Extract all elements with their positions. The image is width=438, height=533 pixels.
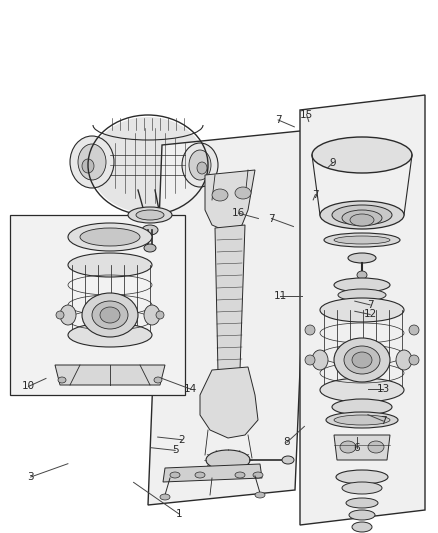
- Text: 11: 11: [274, 291, 287, 301]
- Text: 7: 7: [275, 115, 282, 125]
- Text: 9: 9: [329, 158, 336, 167]
- Ellipse shape: [80, 228, 140, 246]
- Ellipse shape: [154, 377, 162, 383]
- Ellipse shape: [197, 162, 207, 174]
- Ellipse shape: [324, 233, 400, 247]
- Ellipse shape: [320, 298, 404, 322]
- Ellipse shape: [68, 323, 152, 347]
- Ellipse shape: [352, 522, 372, 532]
- Ellipse shape: [92, 301, 128, 329]
- Ellipse shape: [344, 346, 380, 374]
- Ellipse shape: [82, 159, 94, 173]
- Ellipse shape: [68, 223, 152, 251]
- Polygon shape: [148, 130, 310, 505]
- Ellipse shape: [342, 210, 382, 226]
- Polygon shape: [10, 215, 185, 395]
- Ellipse shape: [142, 225, 158, 235]
- Ellipse shape: [340, 441, 356, 453]
- Ellipse shape: [170, 472, 180, 478]
- Ellipse shape: [235, 187, 251, 199]
- Text: 2: 2: [178, 435, 185, 445]
- Ellipse shape: [357, 271, 367, 279]
- Text: 7: 7: [367, 300, 374, 310]
- Text: 8: 8: [283, 438, 290, 447]
- Ellipse shape: [334, 236, 390, 244]
- Ellipse shape: [349, 510, 375, 520]
- Polygon shape: [300, 95, 425, 525]
- Ellipse shape: [334, 415, 390, 425]
- Text: 13: 13: [377, 384, 390, 394]
- Ellipse shape: [326, 412, 398, 428]
- Ellipse shape: [182, 143, 218, 187]
- Ellipse shape: [346, 498, 378, 508]
- Ellipse shape: [320, 201, 404, 229]
- Polygon shape: [215, 225, 245, 373]
- Ellipse shape: [144, 305, 160, 325]
- Ellipse shape: [156, 311, 164, 319]
- Ellipse shape: [144, 244, 156, 252]
- Ellipse shape: [409, 355, 419, 365]
- Ellipse shape: [56, 311, 64, 319]
- Text: 7: 7: [268, 214, 275, 223]
- Ellipse shape: [332, 399, 392, 415]
- Ellipse shape: [332, 205, 392, 225]
- Polygon shape: [205, 170, 255, 232]
- Ellipse shape: [212, 189, 228, 201]
- Text: 14: 14: [184, 384, 197, 394]
- Ellipse shape: [128, 207, 172, 223]
- Text: 3: 3: [27, 472, 34, 482]
- Ellipse shape: [189, 150, 211, 180]
- Ellipse shape: [338, 289, 386, 301]
- Ellipse shape: [305, 355, 315, 365]
- Ellipse shape: [58, 377, 66, 383]
- Ellipse shape: [70, 136, 114, 188]
- Ellipse shape: [78, 144, 106, 180]
- Ellipse shape: [60, 305, 76, 325]
- Ellipse shape: [342, 482, 382, 494]
- Ellipse shape: [82, 293, 138, 337]
- Polygon shape: [55, 365, 165, 385]
- Polygon shape: [334, 435, 390, 460]
- Ellipse shape: [305, 325, 315, 335]
- Polygon shape: [163, 464, 262, 482]
- Ellipse shape: [195, 472, 205, 478]
- Text: 10: 10: [22, 382, 35, 391]
- Ellipse shape: [396, 350, 412, 370]
- Ellipse shape: [90, 117, 206, 213]
- Ellipse shape: [255, 492, 265, 498]
- Ellipse shape: [352, 352, 372, 368]
- Text: 15: 15: [300, 110, 313, 119]
- Ellipse shape: [312, 350, 328, 370]
- Text: 7: 7: [380, 416, 387, 426]
- Ellipse shape: [334, 278, 390, 292]
- Ellipse shape: [160, 494, 170, 500]
- Text: 1: 1: [176, 510, 183, 519]
- Ellipse shape: [350, 214, 374, 226]
- Ellipse shape: [68, 253, 152, 277]
- Ellipse shape: [100, 307, 120, 323]
- Text: 12: 12: [364, 310, 377, 319]
- Ellipse shape: [368, 441, 384, 453]
- Ellipse shape: [312, 137, 412, 173]
- Text: 5: 5: [172, 446, 179, 455]
- Ellipse shape: [334, 338, 390, 382]
- Ellipse shape: [253, 472, 263, 478]
- Ellipse shape: [409, 325, 419, 335]
- Ellipse shape: [348, 253, 376, 263]
- Ellipse shape: [235, 472, 245, 478]
- Text: 6: 6: [353, 443, 360, 453]
- Ellipse shape: [282, 456, 294, 464]
- Text: 16: 16: [232, 208, 245, 218]
- Ellipse shape: [320, 378, 404, 402]
- Text: 7: 7: [312, 190, 319, 199]
- Ellipse shape: [336, 470, 388, 484]
- Ellipse shape: [206, 450, 250, 470]
- Ellipse shape: [136, 210, 164, 220]
- Polygon shape: [200, 367, 258, 438]
